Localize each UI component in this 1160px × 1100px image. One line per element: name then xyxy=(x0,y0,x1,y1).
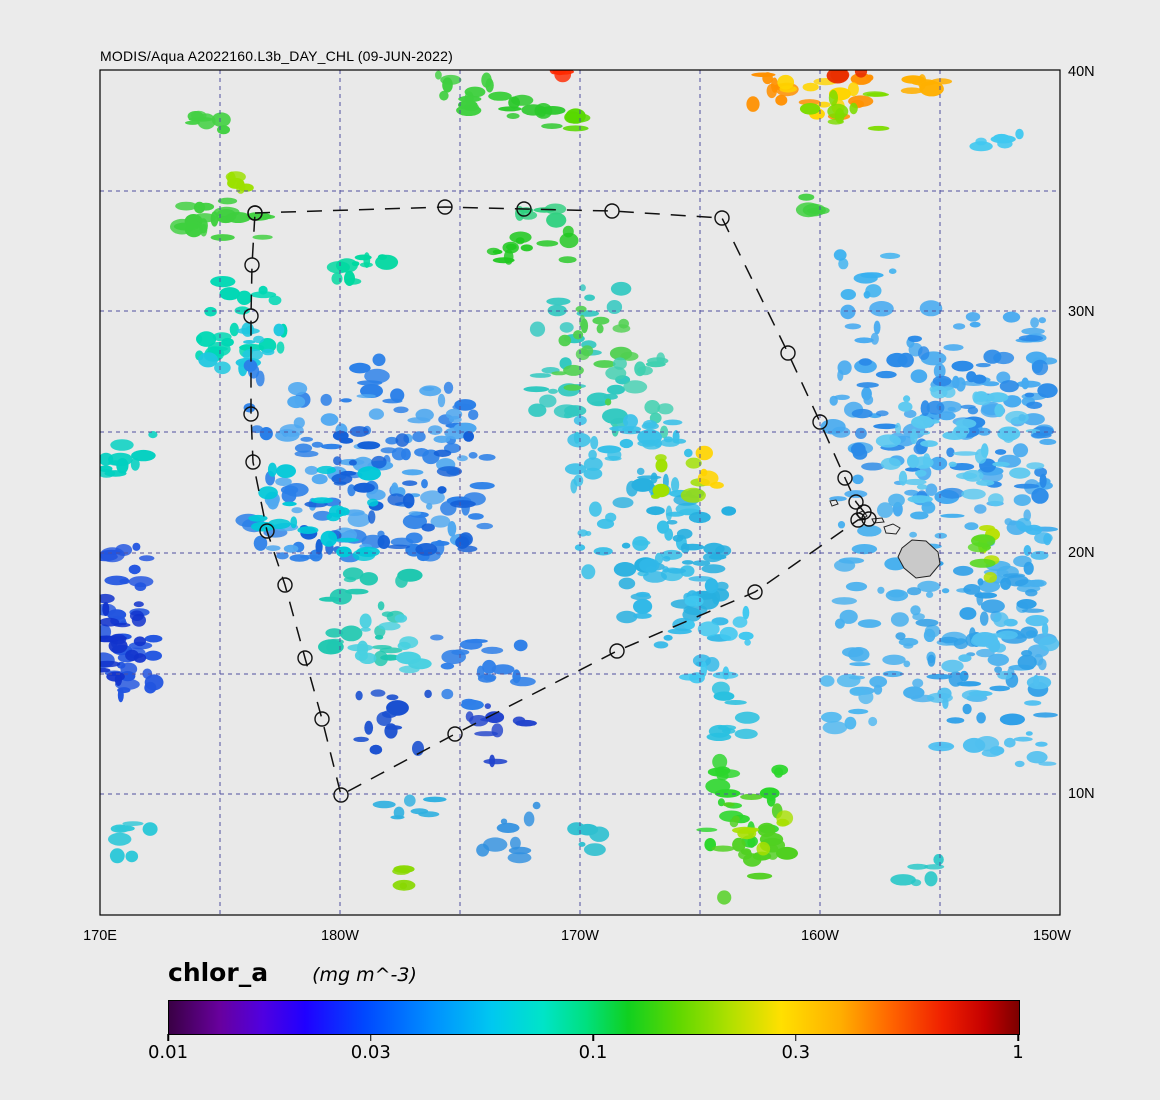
cruise-waypoint-marker xyxy=(314,711,330,727)
map-plot-canvas xyxy=(99,69,1061,916)
cruise-waypoint-marker xyxy=(780,345,796,361)
cruise-waypoint-marker xyxy=(604,203,620,219)
lat-tick-label: 30N xyxy=(1068,304,1095,320)
cruise-waypoint-marker xyxy=(333,787,349,803)
cruise-waypoint-marker xyxy=(837,470,853,486)
colorbar-tick xyxy=(1017,1034,1019,1041)
cruise-waypoint-marker xyxy=(850,512,866,528)
colorbar-tick xyxy=(167,1034,169,1041)
island-outline xyxy=(897,539,941,579)
cruise-waypoint-marker xyxy=(516,201,532,217)
lon-tick-label: 170W xyxy=(561,928,599,944)
colorbar-tick xyxy=(370,1034,372,1041)
island-outline xyxy=(883,523,901,535)
lon-tick-label: 150W xyxy=(1033,928,1071,944)
cruise-waypoint-marker xyxy=(447,726,463,742)
cruise-waypoint-marker xyxy=(609,643,625,659)
cruise-waypoint-marker xyxy=(245,454,261,470)
colorbar-tick-label: 0.03 xyxy=(350,1042,391,1063)
cruise-waypoint-marker xyxy=(861,511,877,527)
cruise-waypoint-marker xyxy=(747,584,763,600)
lat-tick-label: 20N xyxy=(1068,545,1095,561)
cruise-waypoint-marker xyxy=(297,650,313,666)
colorbar-tick-label: 0.01 xyxy=(147,1042,189,1063)
colorbar xyxy=(168,1000,1020,1035)
colorbar-tick-label: 0.3 xyxy=(781,1042,811,1063)
cruise-waypoint-marker xyxy=(244,257,260,273)
cruise-waypoint-marker xyxy=(714,210,730,226)
colorbar-tick-label: 1 xyxy=(1012,1042,1024,1063)
plot-title: MODIS/Aqua A2022160.L3b_DAY_CHL (09-JUN-… xyxy=(100,48,453,64)
cruise-waypoint-marker xyxy=(812,414,828,430)
lat-tick-label: 10N xyxy=(1068,786,1095,802)
colorbar-tick xyxy=(592,1034,594,1041)
cruise-waypoint-marker xyxy=(259,523,275,539)
plot-border xyxy=(99,69,1061,916)
colorbar-label: chlor_a xyxy=(168,958,269,987)
cruise-waypoint-marker xyxy=(277,577,293,593)
cruise-waypoint-marker xyxy=(243,406,259,422)
lon-tick-label: 180W xyxy=(321,928,359,944)
colorbar-title: chlor_a (mg m^-3) xyxy=(168,958,417,987)
island-outline xyxy=(829,499,839,507)
lon-tick-label: 170E xyxy=(83,928,117,944)
lat-tick-label: 40N xyxy=(1068,64,1095,80)
cruise-waypoint-marker xyxy=(848,494,864,510)
cruise-waypoint-marker xyxy=(437,199,453,215)
island-outline xyxy=(871,517,885,524)
lon-tick-label: 160W xyxy=(801,928,839,944)
cruise-waypoint-marker xyxy=(243,308,259,324)
chlorophyll-patches xyxy=(100,70,1060,905)
cruise-track xyxy=(250,206,871,797)
cruise-waypoint-marker xyxy=(247,205,263,221)
colorbar-units: (mg m^-3) xyxy=(312,964,417,986)
colorbar-tick-label: 0.1 xyxy=(578,1042,608,1063)
colorbar-tick xyxy=(795,1034,797,1041)
